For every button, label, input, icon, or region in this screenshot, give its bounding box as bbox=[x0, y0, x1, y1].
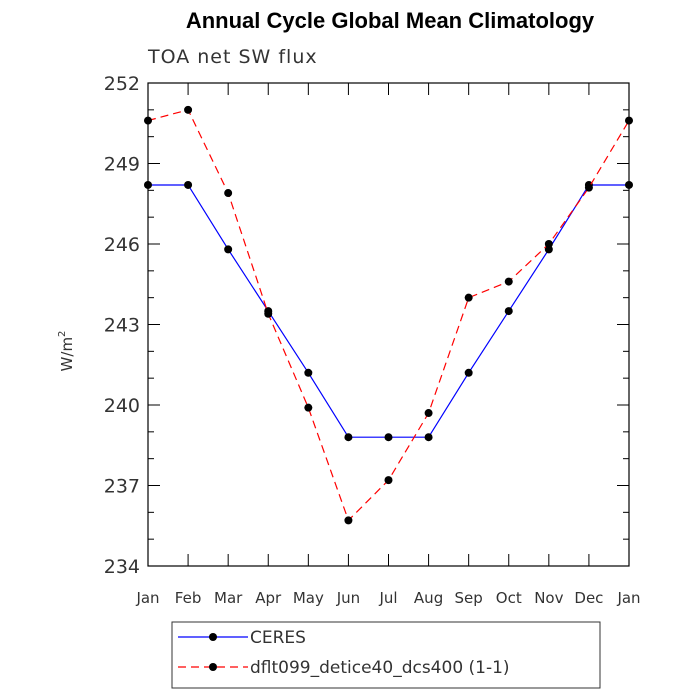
x-tick-label: Oct bbox=[496, 589, 522, 607]
chart-title: Annual Cycle Global Mean Climatology bbox=[185, 8, 595, 33]
series-0-point bbox=[344, 433, 353, 442]
series-0-point bbox=[384, 433, 393, 442]
series-1-point bbox=[625, 116, 633, 125]
series-1-point bbox=[304, 403, 313, 412]
series-0-point bbox=[464, 368, 473, 377]
series-1-point bbox=[264, 309, 273, 318]
legend-box bbox=[171, 621, 601, 689]
x-tick-label: Jul bbox=[378, 589, 397, 607]
axis-ticks bbox=[147, 82, 630, 567]
chart-subtitle: TOA net SW flux bbox=[148, 46, 318, 68]
x-tick-label: Feb bbox=[175, 589, 202, 607]
series-1-point bbox=[224, 189, 233, 198]
series-line-1 bbox=[147, 109, 630, 522]
x-tick-label: Jan bbox=[135, 589, 159, 607]
series-0-point bbox=[504, 307, 513, 316]
y-tick-label: 243 bbox=[104, 315, 140, 337]
series-0-point bbox=[625, 180, 633, 189]
y-tick-label: 234 bbox=[104, 556, 140, 578]
y-tick-label: 246 bbox=[104, 234, 140, 256]
series-1-point bbox=[584, 183, 593, 192]
series-1-point bbox=[144, 116, 152, 125]
y-tick-label: 237 bbox=[104, 476, 140, 498]
y-tick-label: 240 bbox=[104, 395, 140, 417]
series-layer bbox=[144, 105, 633, 525]
series-0-point bbox=[144, 180, 152, 189]
x-tick-label: Jan bbox=[616, 589, 640, 607]
y-axis-label: W/m2 bbox=[57, 331, 76, 372]
series-1-point bbox=[464, 293, 473, 302]
series-1-point bbox=[344, 516, 353, 525]
legend-marker-0 bbox=[209, 633, 217, 641]
legend-label-0: CERES bbox=[250, 628, 306, 648]
series-1-point bbox=[544, 240, 553, 248]
series-0-point bbox=[184, 180, 193, 189]
series-line-0 bbox=[148, 184, 629, 438]
legend-label-1: dflt099_detice40_dcs400 (1-1) bbox=[250, 658, 510, 678]
series-0-point bbox=[224, 245, 233, 254]
x-tick-label: May bbox=[293, 589, 324, 607]
series-1-point bbox=[504, 277, 513, 286]
plot-frame bbox=[147, 82, 630, 567]
series-0-point bbox=[304, 368, 313, 377]
y-tick-label: 249 bbox=[104, 154, 140, 176]
series-1-point bbox=[384, 476, 393, 485]
x-tick-label: Sep bbox=[455, 589, 483, 607]
legend-marker-1 bbox=[209, 663, 217, 671]
x-tick-label: Apr bbox=[255, 589, 282, 607]
x-tick-label: Mar bbox=[214, 589, 243, 607]
x-tick-label: Nov bbox=[534, 589, 563, 607]
legend: CERES dflt099_detice40_dcs400 (1-1) bbox=[171, 621, 601, 689]
x-tick-label: Dec bbox=[574, 589, 603, 607]
series-1-point bbox=[184, 105, 193, 114]
y-axis-label-superscript: 2 bbox=[57, 331, 68, 337]
series-1-point bbox=[424, 409, 433, 418]
x-tick-label: Jun bbox=[336, 589, 360, 607]
x-tick-label: Aug bbox=[414, 589, 443, 607]
x-tick-labels: Jan Feb Mar Apr May Jun Jul Aug Sep Oct Nov Dec Jan bbox=[135, 589, 640, 607]
y-tick-labels: 234 237 240 243 246 249 252 bbox=[104, 73, 140, 578]
y-tick-label: 252 bbox=[104, 73, 140, 95]
series-0-point bbox=[424, 433, 433, 442]
